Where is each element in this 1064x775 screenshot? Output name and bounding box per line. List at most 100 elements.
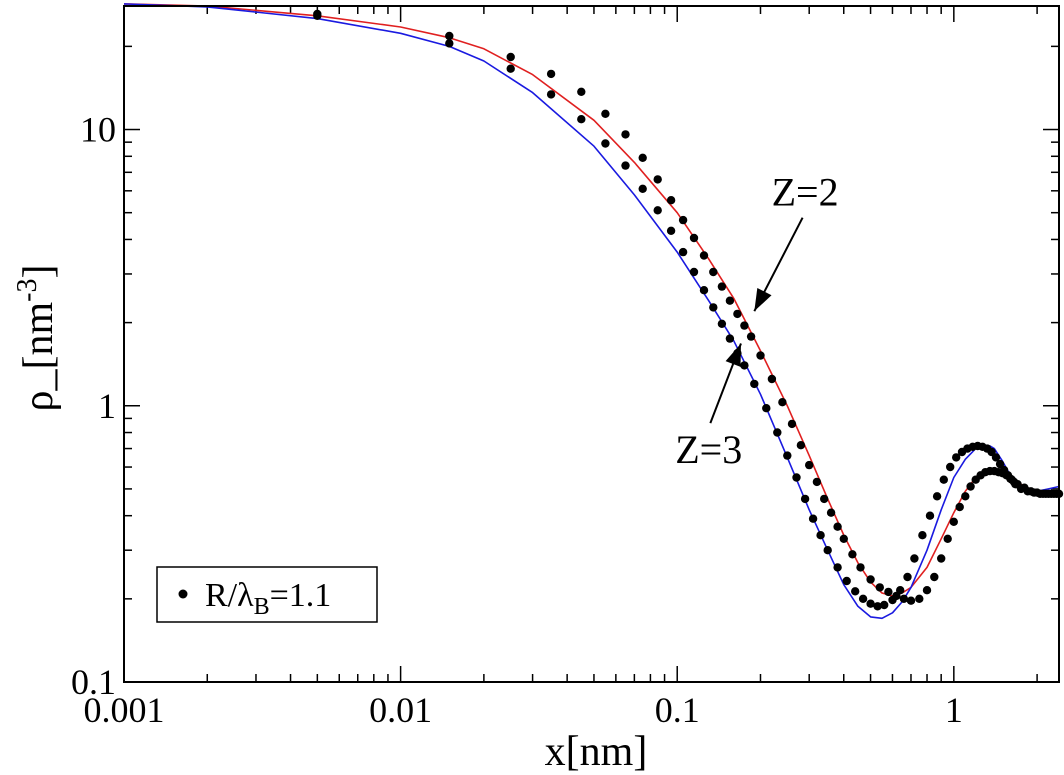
data-point (949, 517, 958, 526)
data-point (866, 575, 875, 584)
y-tick-label: 10 (80, 110, 116, 150)
data-point (805, 460, 814, 470)
data-point (621, 161, 630, 170)
legend-label-base: R/λ (205, 577, 254, 614)
data-point (925, 511, 935, 520)
data-point (866, 599, 875, 608)
data-point (910, 554, 919, 563)
data-point (666, 196, 676, 205)
data-point (445, 31, 454, 41)
x-tick-label: 0.01 (369, 690, 432, 730)
tick-labels: 0.001 0.01 0.1 1 0.1 1 10 (71, 110, 963, 730)
data-point (946, 462, 955, 472)
data-point (762, 404, 771, 413)
data-point (506, 64, 515, 73)
data-point (577, 115, 586, 124)
data-point (445, 39, 454, 48)
data-point (823, 546, 832, 555)
data-point (678, 215, 688, 225)
data-point (1011, 480, 1020, 489)
data-point (1023, 487, 1032, 496)
legend-marker (178, 589, 188, 599)
data-point (991, 453, 1001, 462)
data-point (812, 477, 822, 487)
data-point (896, 586, 905, 595)
y-tick-label: 0.1 (71, 662, 116, 702)
y-axis-title: ρ_[nm-3] (12, 265, 62, 412)
data-point (842, 576, 851, 586)
y-tick-label: 1 (98, 386, 116, 426)
data-point (833, 522, 842, 531)
data-point (932, 492, 942, 501)
legend-box (156, 566, 378, 623)
data-point (961, 492, 970, 501)
y-axis-title-base: ρ_[nm (16, 302, 62, 412)
annotation-arrowhead (725, 343, 741, 367)
data-point (906, 596, 916, 605)
data-point (918, 531, 927, 540)
annotation-label: Z=3 (675, 427, 742, 472)
data-point (699, 251, 709, 260)
data-point (601, 139, 610, 148)
data-point (880, 600, 889, 610)
data-point (756, 351, 765, 360)
data-point (856, 563, 865, 572)
data-point (725, 334, 735, 343)
annotation-label: Z=2 (772, 170, 839, 215)
data-point (833, 563, 842, 572)
data-point (816, 531, 825, 540)
data-point (699, 286, 709, 295)
legend-label: R/λB=1.1 (205, 577, 331, 620)
data-point (638, 184, 647, 193)
data-point (750, 379, 759, 389)
data-point (875, 583, 884, 592)
data-point (733, 309, 742, 319)
data-point (888, 595, 897, 605)
data-point (966, 482, 975, 491)
data-point (621, 130, 630, 139)
annotations: Z=2 Z=3 (675, 170, 838, 472)
data-point (858, 594, 868, 603)
data-points (313, 9, 1064, 611)
x-axis-title: x[nm] (545, 729, 648, 775)
data-point (808, 514, 818, 523)
x-tick-label: 1 (945, 690, 963, 730)
curves (123, 3, 1060, 620)
data-point (922, 586, 932, 595)
y-axis-title-sup: -3 (12, 279, 43, 302)
data-point (601, 109, 610, 119)
x-tick-label: 0.1 (655, 690, 700, 730)
legend-label-rest: =1.1 (270, 577, 332, 614)
data-point (899, 594, 909, 603)
data-point (689, 233, 699, 243)
plot-frame (123, 5, 1060, 683)
data-point (939, 475, 948, 484)
data-point (792, 473, 801, 482)
data-point (1016, 484, 1026, 494)
data-point (773, 428, 782, 437)
data-point (653, 175, 662, 184)
data-point (943, 534, 952, 543)
data-point (826, 508, 836, 517)
data-point (778, 398, 787, 407)
data-point (717, 319, 727, 328)
legend: R/λB=1.1 (156, 566, 378, 623)
data-point (689, 267, 699, 277)
data-point (313, 9, 322, 19)
data-point (800, 494, 810, 504)
data-point (884, 587, 893, 597)
data-point (955, 502, 964, 512)
data-point (546, 90, 556, 99)
data-point (740, 361, 749, 370)
data-point (638, 153, 647, 162)
data-point (746, 332, 756, 341)
data-point (725, 296, 735, 305)
data-point (903, 572, 912, 582)
legend-label-sub: B (254, 594, 270, 620)
data-point (796, 441, 806, 450)
data-point (653, 206, 662, 215)
data-point (848, 550, 857, 559)
data-point (666, 226, 676, 235)
data-point (952, 453, 961, 462)
